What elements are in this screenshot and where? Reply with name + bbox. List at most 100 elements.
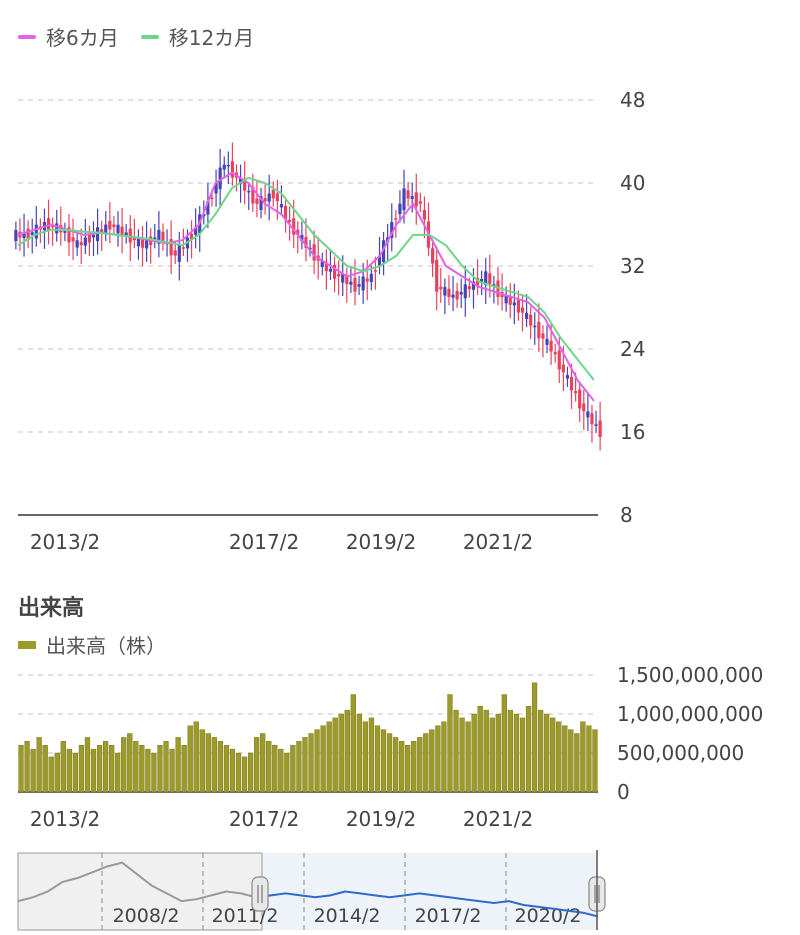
volume-bar bbox=[235, 752, 242, 793]
candle-body bbox=[553, 352, 557, 355]
volume-bar bbox=[241, 756, 248, 793]
volume-bar bbox=[109, 745, 115, 793]
volume-bar bbox=[356, 713, 362, 793]
candle-body bbox=[63, 231, 67, 233]
candle-body bbox=[332, 264, 337, 279]
volume-bar bbox=[459, 717, 465, 793]
navigator-handle-left[interactable] bbox=[251, 876, 269, 912]
volume-bar bbox=[525, 706, 532, 793]
candle-body bbox=[30, 232, 34, 235]
volume-legend[interactable]: 出来高（株） bbox=[18, 630, 166, 659]
candle-body bbox=[390, 222, 394, 238]
volume-bar bbox=[574, 733, 580, 793]
candle-body bbox=[169, 239, 173, 256]
candle-body bbox=[320, 261, 324, 268]
candle-body bbox=[475, 277, 480, 287]
candle-body bbox=[594, 424, 598, 426]
candle-body bbox=[283, 205, 288, 220]
candle-body bbox=[128, 228, 132, 243]
candle-body bbox=[590, 413, 594, 425]
volume-bar bbox=[133, 741, 139, 793]
candle-body bbox=[402, 188, 406, 210]
volume-bar bbox=[580, 721, 586, 793]
volume-bar bbox=[48, 756, 54, 793]
candle-body bbox=[561, 364, 565, 373]
volume-bar bbox=[302, 737, 308, 793]
candle-body bbox=[353, 277, 357, 292]
candle-body bbox=[247, 190, 251, 193]
candle-body bbox=[161, 231, 165, 243]
candle-body bbox=[104, 224, 108, 233]
candle-body bbox=[259, 196, 263, 210]
volume-bar bbox=[223, 745, 230, 793]
volume-bar bbox=[296, 741, 302, 793]
legend-ma12-label: 移12カ月 bbox=[168, 26, 255, 50]
candle-body bbox=[480, 278, 484, 282]
legend-ma6[interactable]: 移6カ月 bbox=[18, 22, 119, 51]
volume-bar bbox=[405, 745, 411, 793]
volume-bar bbox=[386, 733, 393, 793]
candle-body bbox=[565, 375, 570, 379]
ma12-line bbox=[17, 176, 595, 381]
legend-ma6-label: 移6カ月 bbox=[46, 26, 119, 50]
volume-bar bbox=[429, 729, 435, 793]
volume-bar bbox=[84, 737, 91, 793]
navigator-x-tick: 2008/2 bbox=[113, 905, 180, 927]
volume-bar bbox=[344, 709, 350, 793]
candle-body bbox=[484, 271, 488, 286]
candle-body bbox=[582, 403, 586, 412]
candle-body bbox=[222, 164, 226, 170]
candle-body bbox=[202, 214, 206, 217]
candle-body bbox=[533, 325, 537, 328]
legend-ma12[interactable]: 移12カ月 bbox=[140, 22, 255, 51]
volume-bar bbox=[453, 709, 459, 793]
candle-body bbox=[365, 278, 369, 282]
volume-bar bbox=[423, 733, 429, 793]
volume-bar bbox=[550, 717, 556, 793]
candle-body bbox=[341, 273, 345, 283]
volume-bar bbox=[193, 721, 199, 793]
candle-body bbox=[569, 377, 574, 391]
volume-bar bbox=[163, 741, 169, 793]
navigator-line-history bbox=[17, 861, 257, 903]
candle-body bbox=[296, 229, 300, 235]
price-legend: 移6カ月 移12カ月 bbox=[18, 22, 254, 51]
candle-body bbox=[108, 220, 112, 230]
candle-body bbox=[189, 233, 194, 240]
ma6-swatch bbox=[18, 34, 36, 39]
volume-bar bbox=[314, 729, 320, 793]
candle-body bbox=[206, 201, 210, 215]
volume-bar bbox=[115, 752, 121, 793]
price-y-tick: 48 bbox=[620, 88, 645, 112]
volume-bar bbox=[139, 745, 145, 793]
volume-bar bbox=[544, 713, 550, 793]
volume-bar bbox=[477, 706, 483, 793]
candle-body bbox=[524, 312, 529, 319]
candle-body bbox=[410, 196, 414, 200]
volume-bar bbox=[308, 733, 314, 793]
volume-bar bbox=[121, 737, 127, 793]
candle-body bbox=[337, 273, 341, 277]
volume-bar bbox=[568, 729, 574, 793]
candle-body bbox=[529, 314, 533, 326]
volume-bar bbox=[471, 713, 477, 793]
volume-bar bbox=[441, 721, 447, 793]
volume-bar bbox=[411, 741, 417, 793]
price-x-tick: 2017/2 bbox=[229, 530, 299, 554]
candle-body bbox=[275, 193, 279, 202]
volume-bars bbox=[18, 682, 598, 793]
candle-body bbox=[394, 218, 398, 220]
candle-body bbox=[157, 229, 161, 244]
candle-body bbox=[345, 275, 349, 285]
volume-bar bbox=[350, 694, 356, 793]
volume-bar bbox=[495, 713, 501, 793]
candle-body bbox=[451, 294, 455, 298]
volume-x-tick: 2017/2 bbox=[229, 807, 299, 831]
volume-bar bbox=[127, 733, 133, 793]
candle-body bbox=[116, 224, 120, 234]
candle-body bbox=[512, 302, 516, 306]
volume-bar bbox=[417, 737, 423, 793]
volume-bar bbox=[290, 745, 296, 793]
candle-body bbox=[271, 189, 275, 199]
navigator-unselected bbox=[17, 852, 263, 931]
